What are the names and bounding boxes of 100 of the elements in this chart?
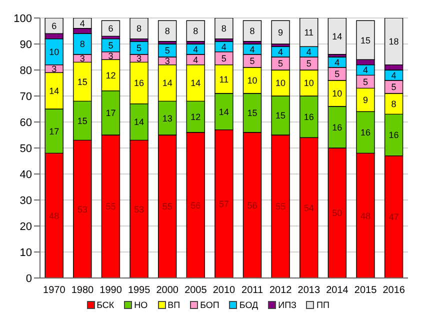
data-label: 14	[190, 78, 201, 88]
y-tick-label: 40	[20, 168, 32, 181]
data-label: 13	[162, 113, 172, 124]
legend-label: НО	[133, 300, 148, 310]
data-label: 6	[108, 24, 114, 34]
data-label: 48	[360, 210, 370, 221]
data-label: 14	[134, 117, 144, 128]
x-tick-label: 1990	[100, 285, 122, 296]
data-label: 8	[193, 26, 198, 36]
data-label: 56	[247, 200, 258, 210]
data-label: 53	[77, 204, 88, 214]
data-label: 4	[221, 42, 226, 52]
data-label: 3	[136, 53, 142, 64]
data-label: 15	[360, 35, 370, 46]
data-label: 50	[332, 208, 342, 218]
data-label: 16	[332, 122, 342, 132]
data-label: 14	[162, 78, 172, 88]
x-tick-label: 1980	[71, 285, 94, 296]
bar	[214, 18, 234, 40]
data-label: 4	[334, 57, 340, 68]
x-tick-label: 2000	[156, 285, 179, 296]
data-label: 14	[49, 86, 60, 96]
x-tick-label: 2015	[354, 285, 378, 296]
data-label: 11	[219, 74, 229, 84]
data-label: 15	[276, 110, 286, 121]
data-label: 17	[49, 126, 60, 136]
data-label: 4	[278, 46, 284, 57]
data-label: 8	[221, 24, 226, 34]
data-label: 16	[360, 128, 370, 138]
data-label: 55	[162, 202, 172, 212]
data-label: 56	[190, 200, 201, 210]
x-tick-label: 2005	[184, 285, 208, 296]
data-label: 8	[250, 26, 255, 36]
data-label: 5	[250, 56, 255, 66]
data-label: 17	[106, 108, 116, 118]
bar	[186, 20, 205, 42]
x-tick-label: 2014	[326, 285, 349, 296]
data-label: 3	[164, 56, 170, 66]
x-tick-label: 1970	[43, 285, 66, 296]
data-label: 8	[80, 39, 85, 50]
y-tick-label: 20	[20, 220, 32, 233]
data-label: 4	[391, 70, 396, 80]
data-label: 12	[106, 70, 116, 80]
data-label: 10	[49, 46, 60, 57]
data-label: 5	[108, 40, 114, 50]
data-label: 9	[278, 27, 284, 38]
bar	[101, 20, 120, 37]
data-label: 8	[391, 98, 396, 109]
data-label: 10	[332, 88, 342, 99]
y-tick-label: 70	[20, 90, 32, 103]
data-label: 14	[218, 106, 229, 117]
data-label: 10	[304, 78, 314, 88]
data-label: 5	[136, 43, 142, 54]
y-tick-label: 100	[14, 12, 32, 25]
data-label: 5	[164, 46, 170, 56]
data-label: 54	[304, 202, 314, 213]
y-tick-label: 0	[26, 272, 32, 285]
data-label: 4	[250, 44, 255, 54]
data-label: 10	[276, 78, 286, 88]
legend-label: БОД	[238, 300, 258, 310]
bar	[130, 18, 148, 40]
legend-label: БСК	[96, 300, 114, 310]
data-label: 3	[80, 53, 85, 64]
data-label: 4	[306, 46, 312, 57]
data-label: 3	[52, 64, 57, 74]
x-tick-label: 2016	[382, 285, 406, 296]
data-label: 18	[388, 36, 399, 47]
x-tick-label: 2013	[298, 285, 320, 296]
bar	[328, 18, 347, 55]
data-label: 16	[388, 130, 399, 140]
data-label: 15	[77, 76, 88, 87]
data-label: 10	[247, 76, 258, 86]
data-label: 55	[106, 202, 116, 212]
y-tick-label: 50	[20, 142, 32, 155]
legend-label: БОП	[199, 300, 220, 310]
data-label: 3	[108, 50, 114, 61]
bar	[242, 20, 262, 42]
legend-label: ПП	[315, 300, 330, 310]
y-tick-label: 80	[20, 64, 32, 77]
x-tick-label: 1995	[128, 285, 151, 296]
data-label: 9	[362, 95, 368, 106]
data-label: 5	[362, 76, 368, 87]
data-label: 57	[218, 199, 229, 210]
data-label: 16	[134, 78, 144, 88]
data-label: 4	[193, 54, 198, 65]
data-label: 48	[49, 210, 60, 221]
data-label: 5	[306, 58, 312, 69]
data-label: 8	[164, 26, 170, 36]
data-label: 15	[77, 116, 88, 126]
data-label: 14	[332, 31, 342, 42]
data-label: 47	[388, 212, 399, 222]
legend-label: ИПЗ	[277, 300, 296, 310]
data-label: 5	[278, 58, 284, 69]
bar	[158, 20, 177, 42]
y-tick-label: 10	[20, 246, 32, 259]
x-tick-label: 2011	[242, 285, 264, 296]
data-label: 5	[334, 69, 340, 80]
data-label: 5	[391, 82, 396, 92]
data-label: 11	[304, 27, 314, 38]
data-label: 53	[134, 204, 144, 214]
